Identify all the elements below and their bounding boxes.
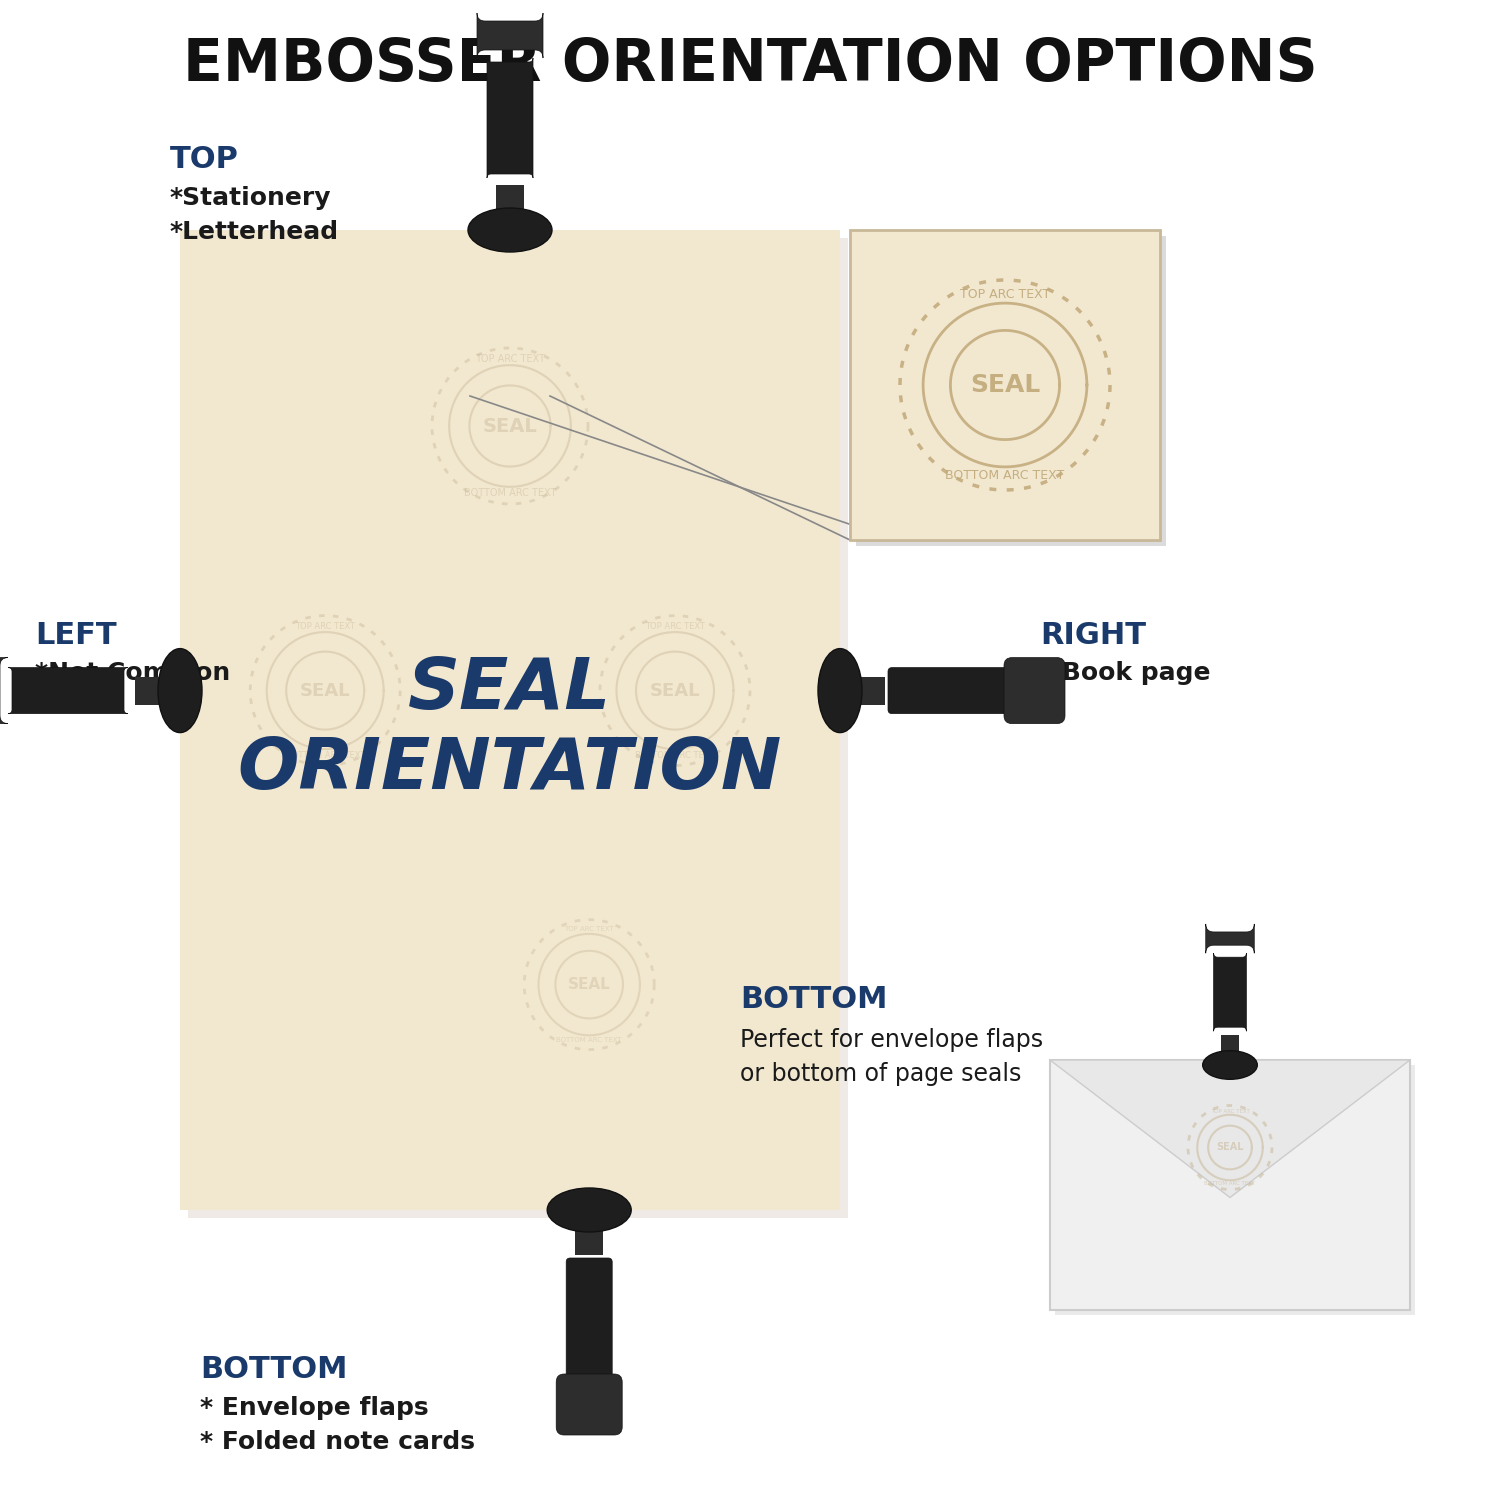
FancyBboxPatch shape [856,236,1166,546]
FancyBboxPatch shape [556,1374,622,1436]
Text: BOTTOM ARC TEXT: BOTTOM ARC TEXT [636,750,714,759]
Text: SEAL: SEAL [970,374,1040,398]
FancyBboxPatch shape [1054,1065,1414,1316]
Text: or bottom of page seals: or bottom of page seals [740,1062,1022,1086]
Text: * Envelope flaps: * Envelope flaps [200,1396,429,1420]
Text: SEAL: SEAL [568,976,610,992]
Text: TOP ARC TEXT: TOP ARC TEXT [564,926,614,932]
Text: BOTTOM: BOTTOM [740,986,888,1014]
FancyBboxPatch shape [1004,657,1065,723]
Text: TOP ARC TEXT: TOP ARC TEXT [476,354,544,364]
Text: SEAL: SEAL [300,681,351,699]
FancyBboxPatch shape [850,230,1160,540]
Ellipse shape [818,648,862,732]
Text: BOTTOM: BOTTOM [200,1356,348,1384]
Ellipse shape [548,1188,632,1231]
Text: TOP ARC TEXT: TOP ARC TEXT [1210,1108,1249,1114]
Text: * Folded note cards: * Folded note cards [200,1430,476,1454]
Ellipse shape [468,209,552,252]
Text: TOP ARC TEXT: TOP ARC TEXT [645,621,705,630]
FancyBboxPatch shape [888,668,1016,714]
Text: *Letterhead: *Letterhead [170,220,339,245]
FancyBboxPatch shape [0,657,8,723]
Text: ORIENTATION: ORIENTATION [238,735,782,804]
Ellipse shape [158,648,203,732]
FancyBboxPatch shape [566,1258,612,1386]
Text: BOTTOM ARC TEXT: BOTTOM ARC TEXT [945,470,1065,482]
FancyBboxPatch shape [1050,1060,1410,1310]
Text: TOP ARC TEXT: TOP ARC TEXT [960,288,1050,302]
Text: *Stationery: *Stationery [170,186,332,210]
Text: SEAL: SEAL [650,681,700,699]
FancyBboxPatch shape [477,13,543,58]
Text: BOTTOM ARC TEXT: BOTTOM ARC TEXT [285,750,364,759]
FancyBboxPatch shape [188,238,847,1218]
FancyBboxPatch shape [1206,924,1254,952]
Polygon shape [1050,1060,1410,1197]
Text: TOP: TOP [170,146,238,174]
FancyBboxPatch shape [855,676,885,705]
Text: RIGHT: RIGHT [1040,621,1146,650]
FancyBboxPatch shape [1214,952,1246,1030]
Text: *Not Common: *Not Common [34,660,231,684]
Text: SEAL: SEAL [1216,1143,1243,1152]
Text: BOTTOM ARC TEXT: BOTTOM ARC TEXT [464,488,556,498]
Text: SEAL: SEAL [408,656,612,724]
FancyBboxPatch shape [180,230,840,1210]
Text: TOP ARC TEXT: TOP ARC TEXT [296,621,356,630]
FancyBboxPatch shape [496,184,523,214]
FancyBboxPatch shape [1221,1035,1239,1054]
Text: EMBOSSER ORIENTATION OPTIONS: EMBOSSER ORIENTATION OPTIONS [183,36,1317,93]
Ellipse shape [1203,1050,1257,1080]
FancyBboxPatch shape [574,1226,603,1256]
FancyBboxPatch shape [135,676,165,705]
Text: * Book page: * Book page [1040,660,1211,684]
FancyBboxPatch shape [488,58,532,178]
Text: BOTTOM ARC TEXT: BOTTOM ARC TEXT [1204,1180,1255,1186]
FancyBboxPatch shape [8,668,128,714]
Text: Perfect for envelope flaps: Perfect for envelope flaps [740,1028,1042,1051]
Text: LEFT: LEFT [34,621,117,650]
Text: SEAL: SEAL [483,417,537,435]
Text: BOTTOM ARC TEXT: BOTTOM ARC TEXT [556,1038,622,1044]
